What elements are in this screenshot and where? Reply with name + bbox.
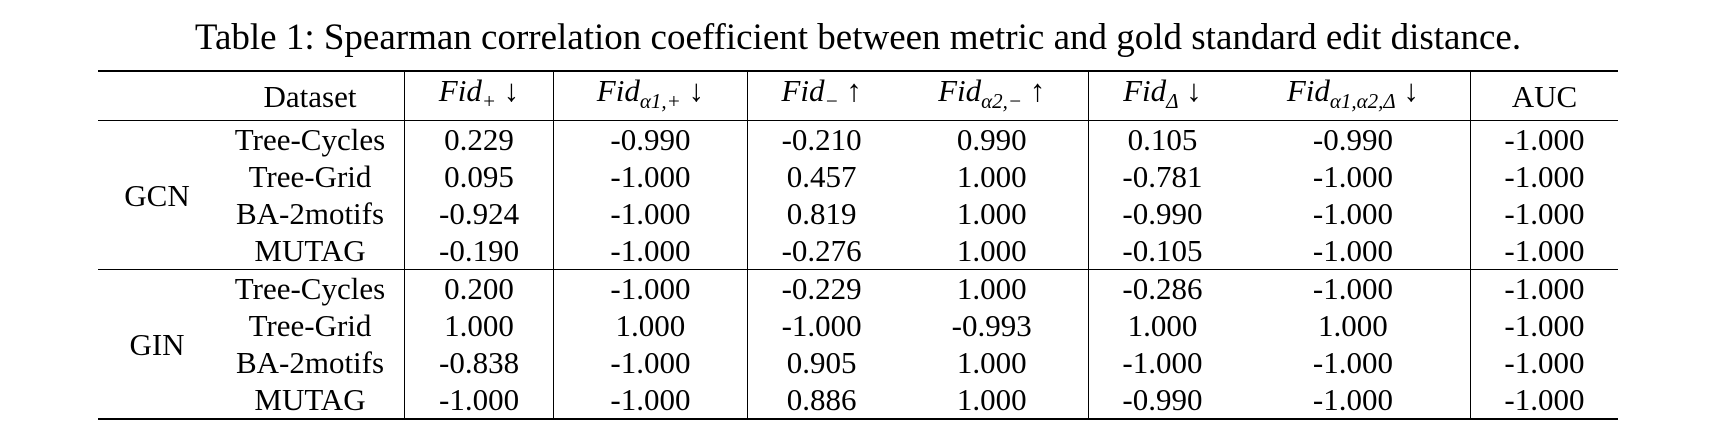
value-cell: 0.200	[403, 269, 554, 308]
group-gin: GIN Tree-Cycles 0.200 -1.000 -0.229 1.000 -0.2…	[98, 269, 1618, 420]
value-cell: -1.000	[1312, 271, 1393, 307]
model-label: GIN	[129, 326, 185, 362]
dataset-cell: BA-2motifs	[235, 345, 385, 381]
value-cell: -1.000	[1469, 269, 1618, 308]
value-cell: -1.000	[1312, 159, 1393, 195]
value-cell: 1.000	[1318, 308, 1388, 344]
dataset-cell: Tree-Cycles	[234, 271, 386, 307]
value-cell: -1.000	[1312, 233, 1393, 269]
table-caption: Table 1: Spearman correlation coefficien…	[194, 17, 1522, 58]
header-row: Dataset Fid+ ↓ Fidα1,+ ↓ Fid− ↑ Fidα2,− …	[98, 71, 1618, 121]
table-row: GCN Tree-Cycles 0.229 -0.990 -0.210 0.990 0.10…	[98, 120, 1618, 213]
value-cell: -0.838	[403, 344, 554, 382]
header-model	[98, 71, 216, 121]
header-fid-minus: Fid− ↑	[746, 71, 896, 121]
value-cell: -0.190	[403, 232, 554, 270]
value-cell: 0.819	[746, 195, 896, 233]
value-cell: -1.000	[1312, 382, 1393, 418]
header-dataset: Dataset	[263, 78, 357, 114]
value-cell: -1.000	[1469, 344, 1618, 382]
dataset-cell: MUTAG	[254, 233, 366, 269]
value-cell: 0.095	[403, 158, 554, 196]
value-cell: 1.000	[956, 159, 1027, 195]
value-cell: 0.105	[1087, 120, 1236, 159]
value-cell: -0.990	[553, 120, 748, 159]
value-cell: -0.993	[951, 308, 1032, 344]
value-cell: 0.990	[956, 122, 1027, 158]
value-cell: 1.000	[956, 233, 1027, 269]
value-cell: 0.457	[746, 158, 896, 196]
table-row: BA-2motifs -0.924 -1.000 0.819 1.000 -0.990 -1…	[98, 195, 1618, 233]
header-fid-alpha2-minus: Fidα2,− ↑	[938, 73, 1046, 114]
value-cell: 0.229	[403, 120, 554, 159]
header-fid-alpha1-plus: Fidα1,+ ↓	[553, 71, 748, 121]
header-fid-plus: Fid+ ↓	[403, 71, 554, 121]
header-fid-alpha12-delta: Fidα1,α2,Δ ↓	[1286, 73, 1420, 114]
dataset-cell: Tree-Grid	[248, 159, 372, 195]
value-cell: -0.781	[1087, 158, 1236, 196]
value-cell: 1.000	[553, 307, 748, 345]
header-auc: AUC	[1469, 71, 1618, 121]
value-cell: -1.000	[553, 269, 748, 308]
value-cell: -1.000	[1312, 196, 1393, 232]
value-cell: -1.000	[553, 381, 748, 420]
dataset-cell: Tree-Cycles	[234, 122, 386, 158]
value-cell: 1.000	[1087, 307, 1236, 345]
value-cell: -1.000	[1469, 381, 1618, 420]
value-cell: -1.000	[1469, 158, 1618, 196]
value-cell: -1.000	[553, 158, 748, 196]
value-cell: -1.000	[1087, 344, 1236, 382]
value-cell: -0.229	[746, 269, 896, 308]
value-cell: -1.000	[1469, 307, 1618, 345]
value-cell: -0.210	[746, 120, 896, 159]
value-cell: -1.000	[553, 195, 748, 233]
value-cell: -1.000	[403, 381, 554, 420]
value-cell: -1.000	[1469, 120, 1618, 159]
table-row: Tree-Grid 1.000 1.000 -1.000 -0.993 1.000 1.00…	[98, 307, 1618, 345]
value-cell: -0.105	[1087, 232, 1236, 270]
model-label: GCN	[124, 177, 190, 213]
value-cell: 1.000	[956, 345, 1027, 381]
value-cell: -1.000	[1312, 345, 1393, 381]
dataset-cell: MUTAG	[254, 382, 366, 418]
value-cell: 0.905	[746, 344, 896, 382]
table-row: BA-2motifs -0.838 -1.000 0.905 1.000 -1.000 -1…	[98, 344, 1618, 382]
value-cell: -1.000	[553, 232, 748, 270]
table-row: MUTAG -0.190 -1.000 -0.276 1.000 -0.105 -1.000…	[98, 232, 1618, 270]
group-gcn: GCN Tree-Cycles 0.229 -0.990 -0.210 0.990 0.10…	[98, 120, 1618, 270]
dataset-cell: BA-2motifs	[235, 196, 385, 232]
header-fid-delta: FidΔ ↓	[1087, 71, 1236, 121]
dataset-cell: Tree-Grid	[248, 308, 372, 344]
table-row: MUTAG -1.000 -1.000 0.886 1.000 -0.990 -1.000-…	[98, 381, 1618, 420]
value-cell: -1.000	[746, 307, 896, 345]
results-table: Dataset Fid+ ↓ Fidα1,+ ↓ Fid− ↑ Fidα2,− …	[98, 70, 1618, 420]
value-cell: 1.000	[956, 271, 1027, 307]
value-cell: -0.286	[1087, 269, 1236, 308]
value-cell: -0.990	[1087, 381, 1236, 420]
table-row: GIN Tree-Cycles 0.200 -1.000 -0.229 1.000 -0.2…	[98, 269, 1618, 362]
value-cell: 1.000	[403, 307, 554, 345]
value-cell: 1.000	[956, 196, 1027, 232]
value-cell: -0.990	[1312, 122, 1393, 158]
table-row: Tree-Grid 0.095 -1.000 0.457 1.000 -0.781 -1.0…	[98, 158, 1618, 196]
value-cell: 0.886	[746, 381, 896, 420]
value-cell: -1.000	[1469, 195, 1618, 233]
value-cell: 1.000	[956, 382, 1027, 418]
value-cell: -0.990	[1087, 195, 1236, 233]
value-cell: -1.000	[553, 344, 748, 382]
value-cell: -0.924	[403, 195, 554, 233]
value-cell: -1.000	[1469, 232, 1618, 270]
value-cell: -0.276	[746, 232, 896, 270]
